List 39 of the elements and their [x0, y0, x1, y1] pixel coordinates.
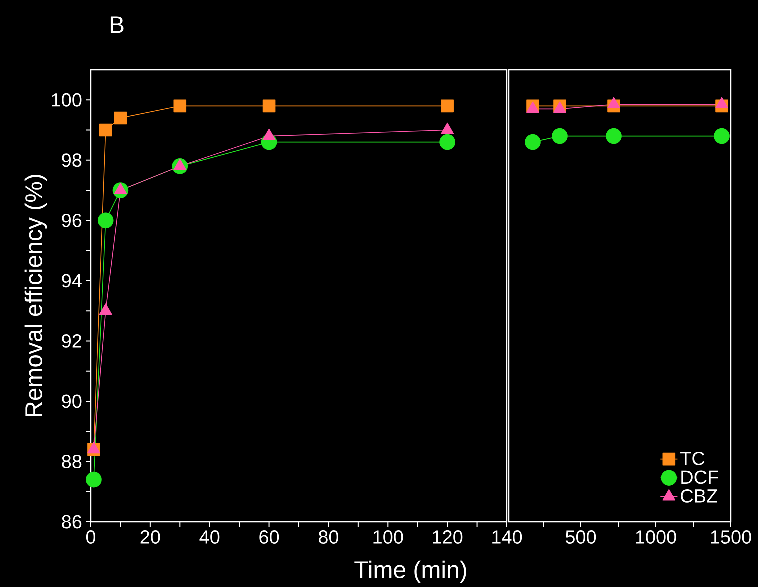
point	[716, 97, 728, 109]
point	[608, 97, 620, 109]
y-tick-label: 100	[52, 93, 82, 107]
x-tick-label: 40	[200, 530, 220, 544]
point	[114, 112, 128, 125]
point	[262, 100, 276, 113]
x-axis-title: Time (min)	[354, 560, 466, 584]
point	[606, 128, 622, 144]
x-tick-label: 500	[566, 530, 596, 544]
y-tick-label: 96	[62, 214, 82, 228]
x-tick-label: 0	[86, 530, 96, 544]
point	[552, 128, 568, 144]
x-tick-label: 120	[433, 530, 463, 544]
point	[525, 134, 541, 150]
point	[86, 472, 102, 488]
y-tick-label: 98	[62, 154, 82, 168]
point	[99, 124, 112, 137]
y-axis-title: Removal efficiency (%)	[24, 175, 48, 417]
legend-label: CBZ	[681, 489, 718, 503]
x-tick-label: 1000	[636, 530, 676, 544]
point	[441, 100, 454, 113]
y-tick-label: 88	[62, 455, 82, 468]
x-tick-label: 60	[260, 530, 280, 544]
point	[440, 134, 456, 150]
point	[174, 100, 187, 113]
legend-label: TC	[680, 452, 705, 466]
y-tick-label: 90	[62, 394, 82, 408]
y-tick-label: 92	[62, 334, 82, 348]
legend-label: DCF	[682, 470, 718, 484]
x-tick-label: 100	[374, 530, 404, 544]
x-tick-label: 1500	[711, 530, 752, 544]
y-tick-label: 94	[62, 274, 82, 288]
y-tick-label: 86	[62, 515, 82, 529]
chart-title: B	[110, 16, 124, 34]
x-tick-label: 20	[140, 530, 160, 544]
point	[98, 212, 114, 229]
point	[714, 128, 730, 144]
x-tick-label: 140	[492, 530, 522, 544]
x-tick-label: 80	[318, 530, 339, 544]
